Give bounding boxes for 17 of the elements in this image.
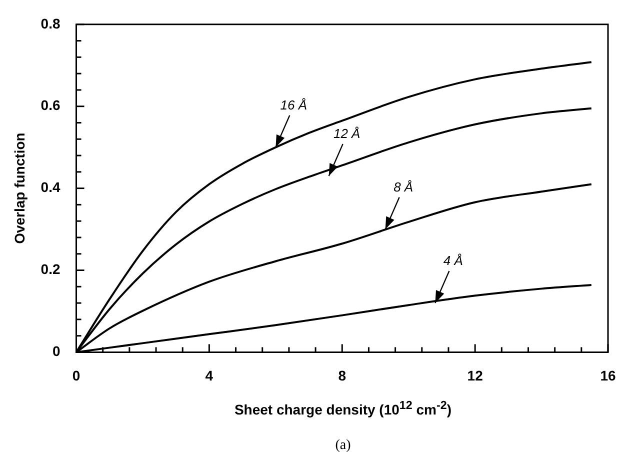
x-tick-label: 12 [467,367,484,384]
x-axis-title: Sheet charge density (10$^{12}$ cm$^{-2}$) [233,399,453,418]
text: (a) [334,438,352,454]
x-tick-label: 0 [72,367,80,384]
x-tick-label: 8 [338,367,346,384]
x-tick-label: 4 [205,367,214,384]
x-tick-label: 16 [600,367,616,384]
annotation: 8 Å [394,179,414,194]
y-tick-label: 0.8 [40,15,60,32]
y-tick-label: 0 [52,343,60,360]
y-tick-label: 0.2 [40,261,60,278]
annotation: 16 Å [280,97,308,112]
annotation: 4 Å [443,253,463,268]
y-axis-title: Overlap function [11,132,28,244]
annotation: 12 Å [333,126,360,142]
y-tick-label: 0.4 [40,179,60,196]
y-tick-label: 0.6 [40,97,60,114]
